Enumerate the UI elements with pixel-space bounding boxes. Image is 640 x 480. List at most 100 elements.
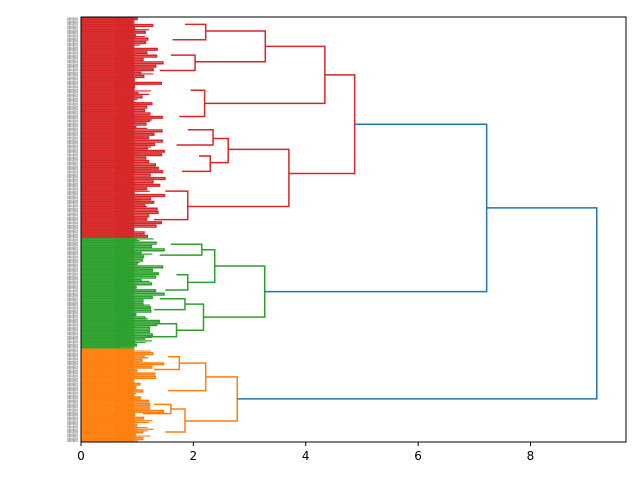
- leaf-label: sample: [67, 154, 78, 158]
- cluster-link: [172, 23, 207, 41]
- leaf-label: sample: [67, 305, 78, 309]
- leaf-label: sample: [67, 205, 78, 209]
- dendrogram-links: [114, 17, 598, 441]
- cluster-link: [154, 355, 181, 371]
- leaf-label: sample: [67, 279, 78, 283]
- leaf-label: sample: [67, 210, 78, 214]
- cluster-link: [165, 408, 186, 433]
- leaf-label: sample: [67, 193, 78, 197]
- leaf-label: sample: [67, 50, 78, 54]
- leaf-label: sample: [67, 393, 78, 397]
- leaf-label: sample: [67, 381, 78, 385]
- leaf-label: sample: [67, 239, 78, 243]
- leaf-label: sample: [67, 121, 78, 125]
- leaf-label: sample: [67, 412, 78, 416]
- leaf-label: sample: [67, 254, 78, 258]
- leaf-label: sample: [67, 278, 78, 282]
- leaf-label: sample: [67, 91, 78, 95]
- leaf-label: sample: [67, 94, 78, 98]
- x-axis: 0 2 4 6 8: [77, 442, 534, 463]
- leaf-label: sample: [67, 429, 78, 433]
- leaf-label: sample: [67, 120, 78, 124]
- leaf-label: sample: [67, 35, 78, 39]
- leaf-label: sample: [67, 247, 78, 251]
- leaf-label: sample: [67, 62, 78, 66]
- leaf-label: sample: [67, 186, 78, 190]
- cluster-link: [204, 45, 326, 105]
- leaf-merge-link: [114, 409, 165, 413]
- leaf-label: sample: [67, 164, 78, 168]
- leaf-label: sample: [67, 274, 78, 278]
- leaf-label: sample: [67, 363, 78, 367]
- leaf-label: sample: [67, 420, 78, 424]
- cluster-link: [159, 54, 196, 72]
- leaf-label: sample: [67, 341, 78, 345]
- cluster-leaf-block: [81, 17, 135, 238]
- leaf-label: sample: [67, 135, 78, 139]
- leaf-label: sample: [67, 354, 78, 358]
- leaf-label: sample: [67, 109, 78, 113]
- leaf-label: sample: [67, 40, 78, 44]
- leaf-label: sample: [67, 390, 78, 394]
- leaf-label: sample: [67, 138, 78, 142]
- leaf-labels: samplesamplesamplesamplesamplesamplesamp…: [67, 16, 78, 443]
- leaf-label: sample: [67, 89, 78, 93]
- leaf-label: sample: [67, 417, 78, 421]
- leaf-label: sample: [67, 188, 78, 192]
- leaf-label: sample: [67, 267, 78, 271]
- leaf-label: sample: [67, 291, 78, 295]
- leaf-merge-link: [114, 289, 157, 293]
- leaf-label: sample: [67, 152, 78, 156]
- leaf-label: sample: [67, 29, 78, 33]
- leaf-label: sample: [67, 106, 78, 110]
- leaf-label: sample: [67, 398, 78, 402]
- leaf-label: sample: [67, 36, 78, 40]
- leaf-label: sample: [67, 26, 78, 30]
- leaf-label: sample: [67, 296, 78, 300]
- leaf-label: sample: [67, 84, 78, 88]
- leaf-label: sample: [67, 150, 78, 154]
- leaf-label: sample: [67, 318, 78, 322]
- leaf-label: sample: [67, 74, 78, 78]
- leaf-label: sample: [67, 41, 78, 45]
- leaf-label: sample: [67, 437, 78, 441]
- leaf-label: sample: [67, 436, 78, 440]
- leaf-label: sample: [67, 324, 78, 328]
- leaf-label: sample: [67, 23, 78, 27]
- leaf-label: sample: [67, 335, 78, 339]
- leaf-label: sample: [67, 19, 78, 23]
- leaf-label: sample: [67, 439, 78, 443]
- leaf-label: sample: [67, 257, 78, 261]
- leaf-label: sample: [67, 165, 78, 169]
- leaf-label: sample: [67, 295, 78, 299]
- leaf-merge-link: [114, 193, 166, 198]
- leaf-label: sample: [67, 203, 78, 207]
- leaf-label: sample: [67, 395, 78, 399]
- leaf-label: sample: [67, 216, 78, 220]
- leaf-merge-link: [114, 319, 161, 323]
- leaf-label: sample: [67, 383, 78, 387]
- leaf-label: sample: [67, 114, 78, 118]
- leaf-label: sample: [67, 143, 78, 147]
- leaf-label: sample: [67, 79, 78, 83]
- leaf-label: sample: [67, 256, 78, 260]
- leaf-label: sample: [67, 410, 78, 414]
- leaf-label: sample: [67, 201, 78, 205]
- leaf-label: sample: [67, 87, 78, 91]
- top-level-link: [237, 207, 598, 400]
- leaf-label: sample: [67, 376, 78, 380]
- leaf-label: sample: [67, 385, 78, 389]
- leaf-label: sample: [67, 113, 78, 117]
- leaf-label: sample: [67, 179, 78, 183]
- x-tick-label: 0: [77, 449, 85, 463]
- leaf-label: sample: [67, 228, 78, 232]
- leaf-label: sample: [67, 386, 78, 390]
- leaf-label: sample: [67, 103, 78, 107]
- leaf-label: sample: [67, 142, 78, 146]
- leaf-label: sample: [67, 72, 78, 76]
- leaf-label: sample: [67, 123, 78, 127]
- leaf-label: sample: [67, 273, 78, 277]
- cluster-link: [184, 376, 238, 422]
- leaf-merge-link: [114, 47, 158, 51]
- leaf-label: sample: [67, 140, 78, 144]
